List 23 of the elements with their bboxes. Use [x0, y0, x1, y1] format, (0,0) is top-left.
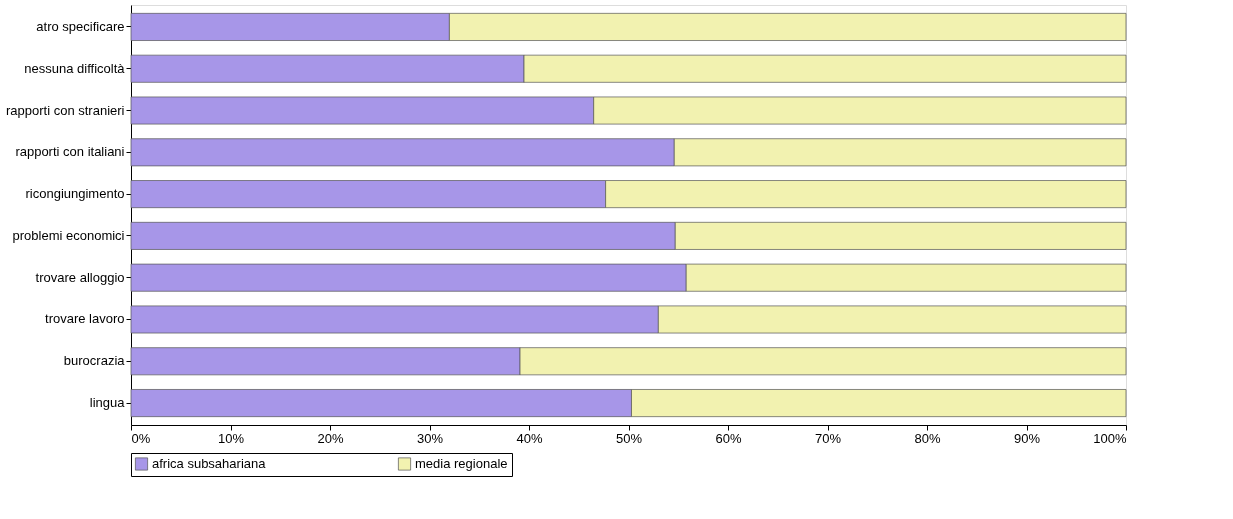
y-tick-label: trovare alloggio — [35, 269, 125, 285]
legend-label: africa subsahariana — [152, 455, 267, 471]
y-tick-label: problemi economici — [12, 227, 125, 243]
y-tick-label: rapporti con italiani — [15, 144, 125, 160]
x-tick-label: 100% — [1093, 430, 1127, 446]
x-tick-label: 70% — [814, 430, 842, 446]
x-tick-label: 40% — [516, 430, 543, 446]
y-tick-label: trovare lavoro — [45, 311, 125, 327]
legend-label: media regionale — [415, 455, 508, 471]
x-tick-label: 90% — [1013, 430, 1041, 446]
x-tick-label: 30% — [416, 430, 444, 446]
y-tick-label: burocrazia — [63, 353, 126, 369]
x-tick-label: 0% — [131, 430, 151, 446]
y-tick-label: ricongiungimento — [25, 186, 125, 202]
y-tick-label: lingua — [89, 395, 126, 411]
y-tick-label: atro specificare — [36, 18, 125, 34]
x-tick-label: 10% — [217, 430, 245, 446]
x-tick-label: 60% — [715, 430, 742, 446]
x-tick-label: 80% — [914, 430, 941, 446]
y-tick-label: rapporti con stranieri — [6, 102, 125, 118]
x-tick-label: 50% — [615, 430, 643, 446]
x-tick-label: 20% — [317, 430, 344, 446]
y-tick-label: nessuna difficoltà — [24, 60, 126, 76]
